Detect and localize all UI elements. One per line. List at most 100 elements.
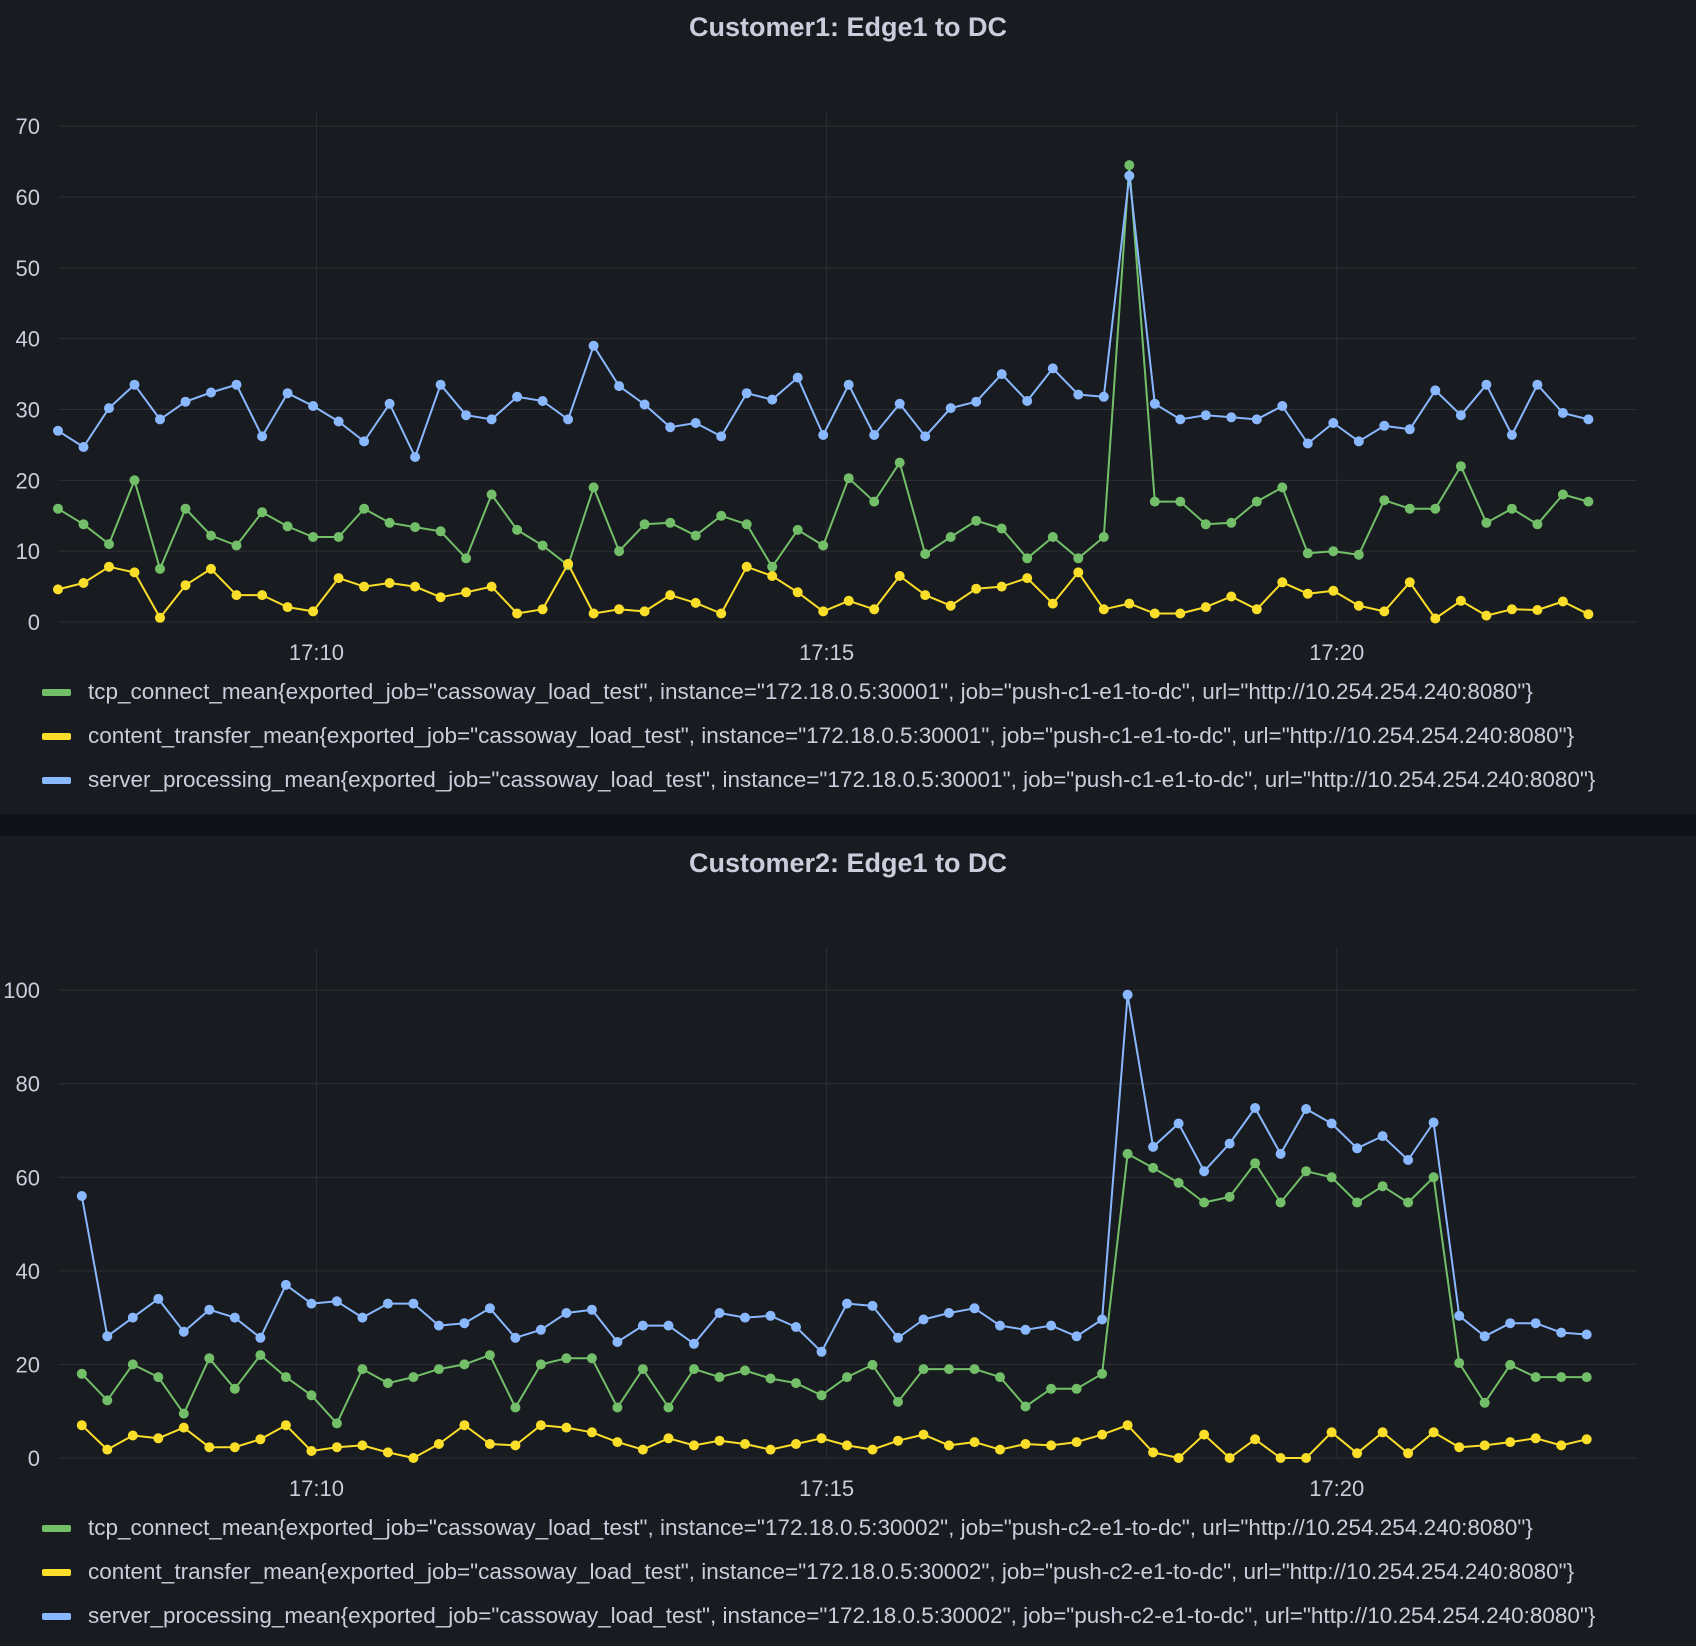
data-point[interactable] xyxy=(767,571,778,581)
data-point[interactable] xyxy=(1530,1318,1541,1329)
data-point[interactable] xyxy=(689,1440,699,1451)
data-point[interactable] xyxy=(1226,591,1237,602)
data-point[interactable] xyxy=(1224,1191,1235,1202)
data-point[interactable] xyxy=(206,563,216,574)
data-point[interactable] xyxy=(308,532,319,542)
data-point[interactable] xyxy=(588,482,599,493)
data-point[interactable] xyxy=(842,1298,852,1309)
data-point[interactable] xyxy=(995,1444,1005,1455)
data-point[interactable] xyxy=(944,1308,954,1318)
data-point[interactable] xyxy=(1047,532,1058,542)
data-point[interactable] xyxy=(1505,1359,1516,1370)
data-point[interactable] xyxy=(1379,495,1390,506)
data-point[interactable] xyxy=(971,583,982,594)
data-point[interactable] xyxy=(180,503,191,514)
data-point[interactable] xyxy=(461,410,472,421)
data-point[interactable] xyxy=(257,507,268,518)
data-point[interactable] xyxy=(1122,1420,1133,1431)
data-point[interactable] xyxy=(408,1453,419,1463)
data-point[interactable] xyxy=(639,399,650,410)
data-point[interactable] xyxy=(537,396,548,406)
data-point[interactable] xyxy=(791,1378,801,1389)
data-point[interactable] xyxy=(180,396,191,407)
data-point[interactable] xyxy=(1071,1331,1082,1342)
data-point[interactable] xyxy=(689,1338,699,1349)
data-point[interactable] xyxy=(1352,1197,1363,1208)
data-point[interactable] xyxy=(1275,1453,1286,1463)
data-point[interactable] xyxy=(127,1430,138,1441)
data-point[interactable] xyxy=(510,1332,521,1343)
data-point[interactable] xyxy=(1326,1118,1337,1129)
data-point[interactable] xyxy=(435,526,446,537)
data-point[interactable] xyxy=(180,580,191,591)
data-point[interactable] xyxy=(1122,1148,1133,1159)
data-point[interactable] xyxy=(945,403,956,414)
data-point[interactable] xyxy=(282,521,293,532)
legend-item-content-transfer[interactable]: content_transfer_mean{exported_job="cass… xyxy=(42,1550,1696,1594)
data-point[interactable] xyxy=(1098,391,1109,402)
data-point[interactable] xyxy=(792,372,803,383)
data-point[interactable] xyxy=(996,581,1007,592)
data-point[interactable] xyxy=(1250,1158,1261,1169)
data-point[interactable] xyxy=(969,1364,980,1375)
data-point[interactable] xyxy=(614,604,625,615)
data-point[interactable] xyxy=(843,473,854,484)
data-point[interactable] xyxy=(306,1298,317,1309)
data-point[interactable] xyxy=(1224,1453,1235,1463)
data-point[interactable] xyxy=(433,1320,444,1331)
data-point[interactable] xyxy=(1097,1368,1108,1379)
data-point[interactable] xyxy=(716,608,727,619)
data-point[interactable] xyxy=(333,573,344,584)
data-point[interactable] xyxy=(1020,1439,1031,1449)
data-point[interactable] xyxy=(996,523,1007,534)
data-point[interactable] xyxy=(1022,553,1033,564)
data-point[interactable] xyxy=(53,503,63,514)
data-point[interactable] xyxy=(153,1293,164,1304)
data-point[interactable] xyxy=(153,1372,164,1383)
data-point[interactable] xyxy=(204,1353,215,1364)
data-point[interactable] xyxy=(535,1420,546,1431)
data-point[interactable] xyxy=(1557,408,1568,418)
data-point[interactable] xyxy=(1073,567,1084,578)
data-point[interactable] xyxy=(1173,1118,1184,1129)
data-point[interactable] xyxy=(1046,1320,1057,1331)
data-point[interactable] xyxy=(1124,170,1135,181)
data-point[interactable] xyxy=(229,1312,240,1323)
data-point[interactable] xyxy=(206,530,216,541)
data-point[interactable] xyxy=(535,1359,546,1370)
data-point[interactable] xyxy=(433,1439,444,1449)
data-point[interactable] xyxy=(1481,517,1492,528)
data-point[interactable] xyxy=(204,1304,215,1315)
data-point[interactable] xyxy=(842,1372,852,1383)
data-point[interactable] xyxy=(918,1314,929,1325)
data-point[interactable] xyxy=(1097,1429,1108,1440)
data-point[interactable] xyxy=(1506,430,1517,440)
data-point[interactable] xyxy=(1301,1104,1312,1114)
data-point[interactable] xyxy=(1454,1442,1465,1453)
data-point[interactable] xyxy=(1379,606,1390,617)
data-point[interactable] xyxy=(1250,1103,1261,1113)
data-point[interactable] xyxy=(1506,503,1517,514)
data-point[interactable] xyxy=(663,1402,674,1413)
data-point[interactable] xyxy=(563,414,574,425)
data-point[interactable] xyxy=(1124,598,1135,609)
data-point[interactable] xyxy=(614,381,625,392)
data-point[interactable] xyxy=(689,1364,699,1375)
data-point[interactable] xyxy=(1301,1166,1312,1177)
data-point[interactable] xyxy=(1277,401,1288,411)
data-point[interactable] xyxy=(1379,420,1390,431)
data-point[interactable] xyxy=(1455,410,1466,421)
data-point[interactable] xyxy=(53,584,63,595)
data-point[interactable] xyxy=(1506,604,1517,615)
data-point[interactable] xyxy=(996,369,1007,380)
data-point[interactable] xyxy=(1404,577,1415,588)
data-point[interactable] xyxy=(102,1331,113,1342)
data-point[interactable] xyxy=(1020,1401,1031,1412)
data-point[interactable] xyxy=(486,581,497,592)
data-point[interactable] xyxy=(792,587,803,598)
data-point[interactable] xyxy=(1173,1453,1184,1463)
data-point[interactable] xyxy=(280,1372,291,1383)
data-point[interactable] xyxy=(333,416,344,427)
data-point[interactable] xyxy=(944,1440,954,1451)
data-point[interactable] xyxy=(944,1364,954,1375)
